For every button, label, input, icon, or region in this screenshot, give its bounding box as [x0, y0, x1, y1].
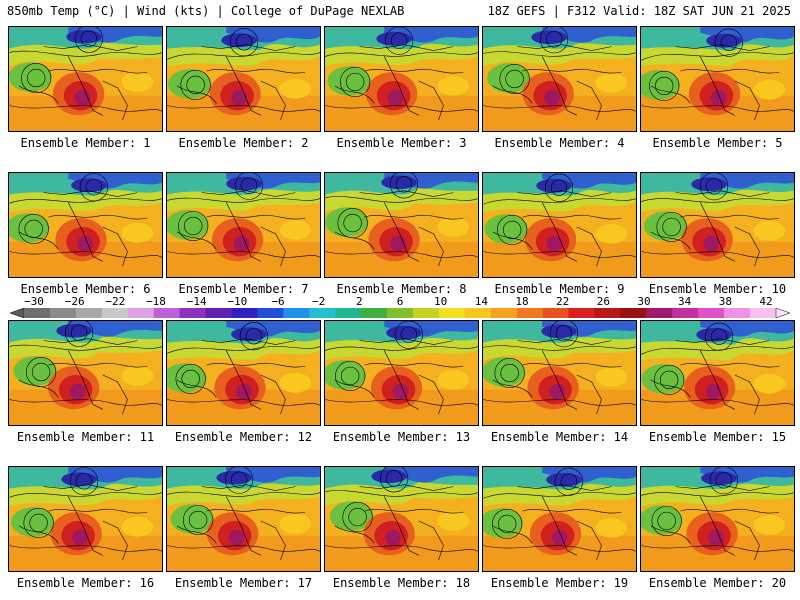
colorbar-min-arrow: [10, 308, 25, 318]
colorbar-tick-label: −30: [24, 295, 44, 308]
ensemble-member-label: Ensemble Member: 14: [490, 430, 629, 444]
colorbar-cell: [231, 308, 258, 318]
colorbar-tick-label: −2: [312, 295, 326, 308]
ensemble-member-map: [8, 320, 163, 426]
colorbar-cell: [594, 308, 621, 318]
ensemble-member-map: [166, 320, 321, 426]
ensemble-member-label: Ensemble Member: 4: [494, 136, 625, 150]
colorbar-tick-label: 22: [556, 295, 570, 308]
colorbar-cell: [309, 308, 336, 318]
ensemble-member-label: Ensemble Member: 9: [494, 282, 625, 296]
colorbar-tick-label: 18: [515, 295, 529, 308]
ensemble-member-map: [8, 26, 163, 132]
ensemble-member-label: Ensemble Member: 13: [332, 430, 471, 444]
ensemble-member-label: Ensemble Member: 11: [16, 430, 155, 444]
colorbar-cell: [542, 308, 569, 318]
colorbar-cell: [283, 308, 310, 318]
colorbar-tick-label: 26: [596, 295, 610, 308]
colorbar-cell: [24, 308, 51, 318]
colorbar-cell: [127, 308, 154, 318]
colorbar-tick-label: 42: [759, 295, 773, 308]
colorbar-tick-label: 30: [637, 295, 651, 308]
ensemble-member-map: [8, 466, 163, 572]
ensemble-member-map: [324, 466, 479, 572]
ensemble-member-label: Ensemble Member: 17: [174, 576, 313, 590]
colorbar-tick-label: −14: [186, 295, 207, 308]
colorbar-tick-label: 6: [396, 295, 404, 308]
ensemble-member-label: Ensemble Member: 12: [174, 430, 313, 444]
colorbar-labels: −30 −26 −22 −18 −14 −10 −6 −2 2 6 10 14 18 22 26 30 34 38…: [0, 296, 800, 308]
colorbar-cell: [724, 308, 751, 318]
colorbar-cell: [568, 308, 595, 318]
ensemble-member-label: Ensemble Member: 2: [178, 136, 309, 150]
ensemble-member-label: Ensemble Member: 15: [648, 430, 787, 444]
temperature-colorbar: [10, 308, 790, 318]
ensemble-member-map: [482, 172, 637, 278]
colorbar-cell: [490, 308, 517, 318]
colorbar-cell: [672, 308, 699, 318]
ensemble-member-label: Ensemble Member: 18: [332, 576, 471, 590]
ensemble-member-label: Ensemble Member: 7: [178, 282, 309, 296]
colorbar-cell: [205, 308, 232, 318]
colorbar-cell: [387, 308, 414, 318]
colorbar-tick-label: −18: [146, 295, 166, 308]
colorbar-tick-label: 34: [678, 295, 692, 308]
ensemble-member-map: [166, 172, 321, 278]
ensemble-member-map: [640, 320, 795, 426]
colorbar-tick-label: −26: [64, 295, 85, 308]
ensemble-member-map: [8, 172, 163, 278]
colorbar-cell: [412, 308, 440, 318]
colorbar-cell: [101, 308, 129, 318]
run-valid-time: 18Z GEFS | F312 Valid: 18Z SAT JUN 21 20…: [487, 4, 791, 18]
ensemble-member-label: Ensemble Member: 19: [490, 576, 629, 590]
colorbar-cell: [438, 308, 466, 318]
colorbar-cell: [335, 308, 362, 318]
colorbar-cell: [179, 308, 206, 318]
colorbar-tick-label: 14: [474, 295, 488, 308]
colorbar-cell: [153, 308, 180, 318]
ensemble-member-map: [324, 26, 479, 132]
colorbar-cell: [464, 308, 492, 318]
colorbar-tick-label: −10: [227, 295, 248, 308]
ensemble-member-map: [640, 172, 795, 278]
ensemble-member-map: [482, 466, 637, 572]
colorbar-cell: [698, 308, 725, 318]
ensemble-member-label: Ensemble Member: 20: [648, 576, 787, 590]
ensemble-member-label: Ensemble Member: 1: [20, 136, 151, 150]
colorbar-tick-label: 2: [356, 295, 363, 308]
colorbar-cell: [750, 308, 777, 318]
ensemble-member-map: [324, 320, 479, 426]
ensemble-member-label: Ensemble Member: 3: [336, 136, 467, 150]
colorbar-cell: [75, 308, 103, 318]
colorbar-cell: [49, 308, 77, 318]
ensemble-member-map: [166, 26, 321, 132]
ensemble-member-label: Ensemble Member: 6: [20, 282, 151, 296]
ensemble-member-map: [166, 466, 321, 572]
ensemble-member-label: Ensemble Member: 8: [336, 282, 467, 296]
ensemble-member-label: Ensemble Member: 10: [648, 282, 787, 296]
ensemble-member-map: [324, 172, 479, 278]
map-title: 850mb Temp (°C) | Wind (kts) | College o…: [7, 4, 405, 18]
ensemble-member-map: [640, 466, 795, 572]
ensemble-member-label: Ensemble Member: 16: [16, 576, 155, 590]
colorbar-cell: [646, 308, 673, 318]
colorbar-tick-label: 38: [718, 295, 732, 308]
ensemble-member-label: Ensemble Member: 5: [652, 136, 783, 150]
colorbar-cell: [361, 308, 388, 318]
ensemble-member-map: [482, 320, 637, 426]
colorbar-tick-label: −22: [105, 295, 126, 308]
colorbar-cell: [257, 308, 284, 318]
colorbar-max-arrow: [775, 308, 790, 318]
colorbar-cell: [620, 308, 647, 318]
ensemble-member-map: [482, 26, 637, 132]
colorbar-tick-label: 10: [434, 295, 448, 308]
colorbar-cell: [516, 308, 543, 318]
colorbar-tick-label: −6: [271, 295, 285, 308]
ensemble-member-map: [640, 26, 795, 132]
